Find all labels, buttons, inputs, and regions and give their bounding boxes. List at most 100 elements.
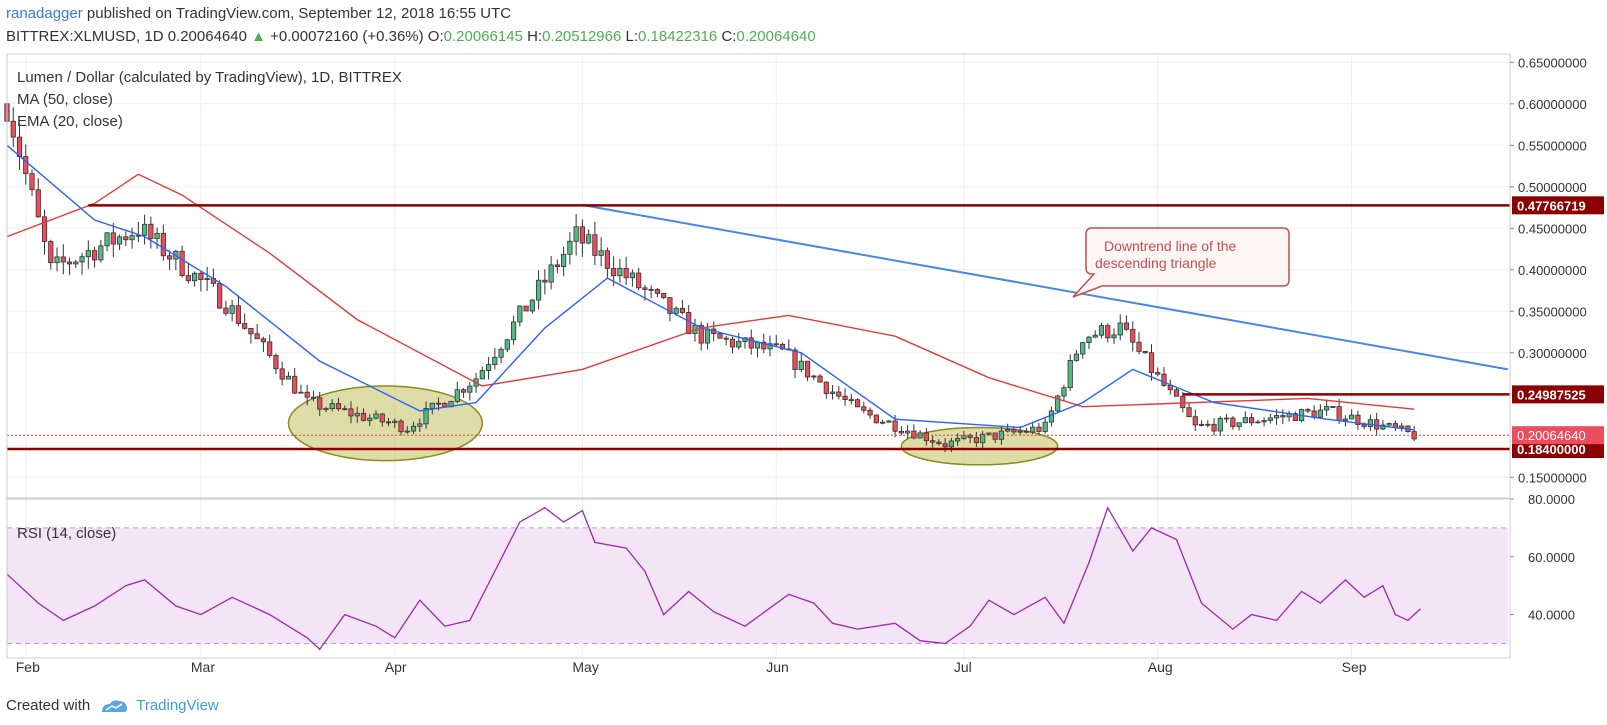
candle-up [573,226,579,242]
candle-up [767,343,773,350]
candle-down [1361,424,1367,427]
candle-up [905,430,911,434]
candle-up [517,305,523,323]
candle-down [385,421,392,424]
published-text: published on TradingView.com, September … [86,5,512,22]
candle-down [873,414,879,424]
y-tick-label: 0.40000000 [1518,263,1587,278]
candle-up [329,403,335,410]
candle-down [930,440,936,443]
tradingview-link[interactable]: TradingView [100,697,219,714]
change-arrow-icon: ▲ [251,28,266,45]
annotation-line2: descending triangle [1095,255,1217,271]
candle-down [579,226,585,244]
y-tick-label: 0.55000000 [1518,138,1587,153]
candle-down [379,413,385,423]
candle-down [542,279,548,283]
candle-up [1324,406,1330,411]
candle-down [460,389,467,393]
candle-up [986,432,992,435]
low-value: 0.18422316 [638,28,718,45]
candle-down [179,250,185,276]
candle-up [510,321,517,341]
last-price-label: 0.20064640 [1517,428,1586,443]
candle-down [1355,414,1361,425]
candle-up [498,348,504,358]
rsi-band [7,527,1508,644]
candle-up [373,413,379,419]
created-with-label: Created with [6,697,91,714]
candle-up [1055,395,1061,412]
candle-down [1211,423,1217,432]
candle-up [1086,336,1092,343]
candle-up [1349,414,1355,420]
candle-up [423,408,429,425]
candle-up [467,385,473,393]
candle-down [761,341,767,350]
chart-title: Lumen / Dollar (calculated by TradingVie… [17,69,402,86]
candle-up [1223,417,1230,420]
candle-up [1236,422,1242,427]
annotation-callout[interactable]: Downtrend line of the descending triangl… [1072,227,1290,298]
candle-down [1105,325,1111,339]
candle-up [1092,334,1098,338]
author-link[interactable]: ranadagger [6,5,83,22]
y-tick-label: 0.50000000 [1518,180,1587,195]
candle-up [285,375,292,380]
rsi-pane [6,506,1508,651]
candle-up [1111,334,1117,339]
candle-down [686,312,692,334]
candle-down [66,261,73,265]
candle-up [404,430,410,433]
candle-down [342,408,348,411]
candle-up [811,375,817,378]
candle-up [886,420,892,423]
candle-up [367,417,373,421]
candle-up [1217,417,1223,432]
footer: Created with TradingView [6,697,219,714]
candle-up [104,232,110,247]
candle-down [48,241,54,264]
x-tick-label: Jun [766,659,789,675]
candle-down [29,173,35,191]
candle-down [360,412,367,421]
candle-up [154,232,160,239]
candle-up [116,236,123,245]
high-label: H: [527,28,543,45]
level-price-tag [1512,440,1604,459]
candle-up [479,370,485,380]
candle-down [242,323,248,329]
candle-down [804,360,811,378]
candle-up [629,272,636,279]
candle-down [235,305,241,324]
price-pane-frame [6,53,1511,499]
candle-up [1317,409,1323,418]
candle-up [673,307,679,314]
candle-down [717,333,723,339]
candle-up [129,235,135,241]
candle-down [967,435,973,438]
low-label: L: [625,28,638,45]
candle-down [892,420,898,432]
candle-down [923,432,929,442]
candle-down [148,223,154,239]
candle-up [298,391,304,394]
candle-up [1380,424,1386,430]
y-tick-label: 0.60000000 [1518,97,1587,112]
candle-down [1011,428,1017,433]
legend-ma: MA (50, close) [17,91,113,108]
y-tick-label: 0.45000000 [1518,221,1587,236]
candle-down [1305,409,1311,412]
candle-down [10,120,16,138]
candle-down [592,234,598,256]
candle-up [1048,410,1055,423]
highlight-zones [287,385,1059,466]
candle-down [867,409,873,416]
publish-line: ranadagger published on TradingView.com,… [6,4,816,24]
candle-down [842,395,848,400]
candle-down [1186,407,1192,418]
candle-down [823,381,829,394]
candle-down [292,375,298,394]
